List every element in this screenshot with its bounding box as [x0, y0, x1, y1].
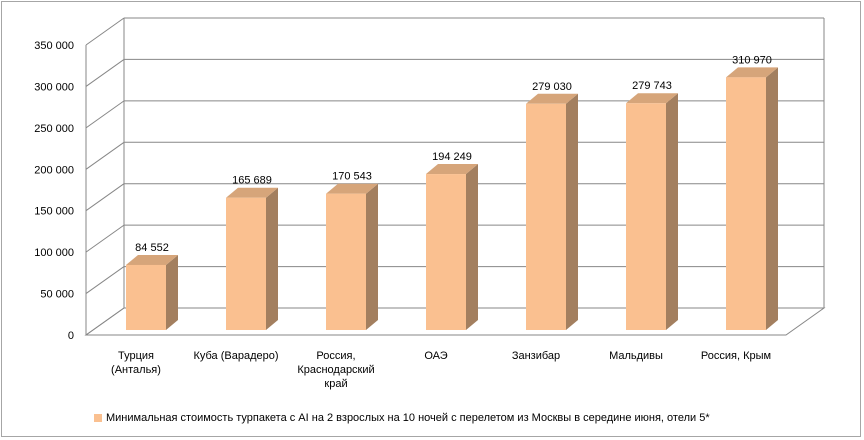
data-label: 84 552: [135, 242, 169, 254]
x-tick-label: Россия,: [316, 350, 355, 362]
y-tick-label: 300 000: [34, 81, 74, 93]
data-label: 279 743: [632, 80, 672, 92]
x-tick-label: Россия, Крым: [701, 350, 771, 362]
x-tick-label: Краснодарский: [297, 364, 374, 376]
bar: [526, 103, 566, 330]
y-tick-label: 50 000: [40, 289, 74, 301]
floor: [84, 307, 826, 336]
bar: [126, 264, 166, 330]
bar-side: [366, 183, 378, 330]
gridline-side: [85, 100, 125, 129]
bar: [226, 197, 266, 330]
y-tick-label: 200 000: [34, 164, 74, 176]
bar-side: [566, 93, 578, 330]
data-label: 194 249: [432, 151, 472, 163]
bar-top: [226, 187, 278, 198]
x-tick-label: (Анталья): [111, 364, 161, 376]
bar-top: [426, 164, 478, 175]
gridline-side: [85, 224, 125, 253]
gridline-side: [85, 266, 125, 294]
legend: Минимальная стоимость турпакета с AI на …: [94, 409, 710, 427]
x-tick-label: Куба (Варадеро): [193, 350, 278, 362]
gridline-side: [85, 141, 125, 170]
bar-top: [726, 67, 778, 78]
bar-top: [326, 183, 378, 194]
bar: [326, 193, 366, 330]
x-tick-label: край: [324, 378, 347, 390]
y-tick-label: 350 000: [34, 40, 74, 52]
x-tick-label: Турция: [118, 350, 154, 362]
bar-side: [666, 93, 678, 330]
data-label: 170 543: [332, 171, 372, 183]
x-tick-label: ОАЭ: [424, 350, 447, 362]
y-tick-label: 250 000: [34, 123, 74, 135]
y-tick-label: 0: [68, 330, 74, 342]
x-tick-label: Мальдивы: [609, 350, 663, 362]
bar: [726, 77, 766, 330]
data-label: 165 689: [232, 175, 272, 187]
bar-top: [626, 93, 678, 104]
y-tick-label: 150 000: [34, 206, 74, 218]
legend-swatch: [94, 414, 102, 422]
bar-side: [166, 254, 178, 330]
bar-side: [466, 164, 478, 330]
gridline-side: [85, 59, 125, 87]
y-tick-label: 100 000: [34, 247, 74, 259]
gridline-side: [85, 17, 125, 46]
bar: [626, 103, 666, 330]
bar-top: [526, 93, 578, 104]
bar-side: [266, 187, 278, 330]
data-label: 310 970: [732, 54, 772, 66]
bar: [426, 174, 466, 330]
x-tick-label: Занзибар: [512, 350, 560, 362]
bar-top: [126, 254, 178, 265]
legend-label: Минимальная стоимость турпакета с AI на …: [106, 412, 710, 424]
data-label: 279 030: [532, 81, 572, 93]
bar-side: [766, 67, 778, 330]
gridline-side: [85, 183, 125, 212]
